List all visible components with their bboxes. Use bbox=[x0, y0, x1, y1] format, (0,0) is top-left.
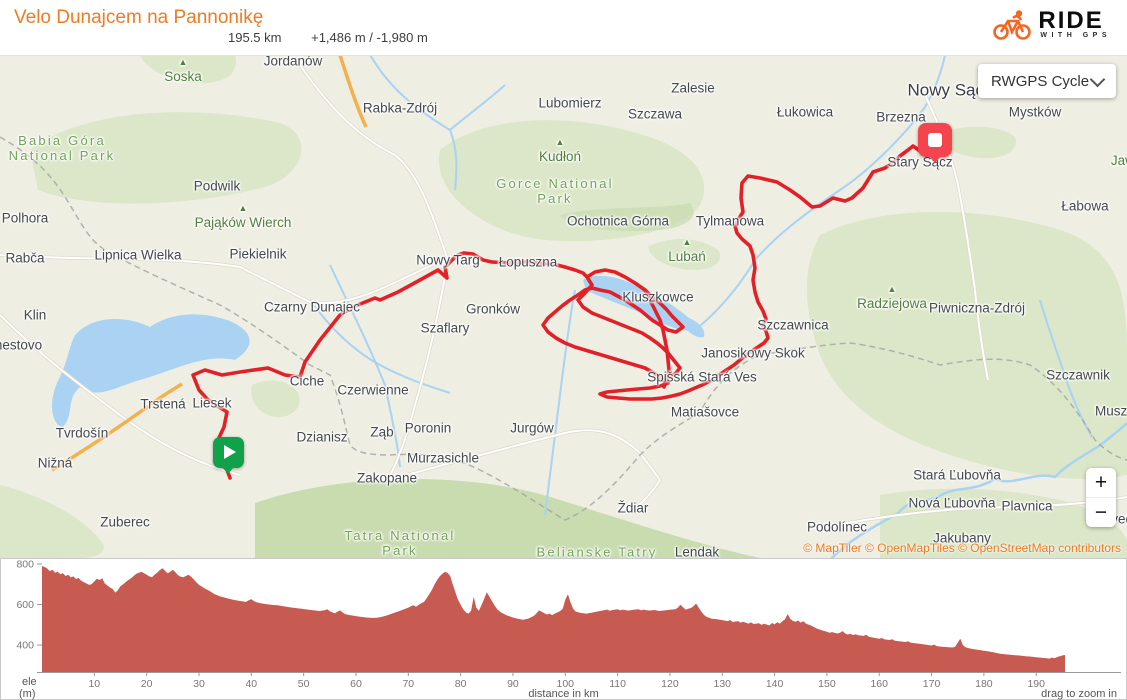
x-axis-title: distance in km bbox=[528, 688, 599, 700]
route-path-2 bbox=[576, 275, 682, 383]
route-start-marker bbox=[213, 437, 244, 474]
x-tick-70: 70 bbox=[402, 678, 414, 690]
route-header: Velo Dunajcem na Pannonikę 195.5 km +1,4… bbox=[0, 0, 1127, 56]
x-tick-100: 100 bbox=[557, 678, 575, 690]
logo-brand: RIDE bbox=[1038, 7, 1104, 34]
route-end-marker bbox=[918, 123, 952, 163]
route-path-3 bbox=[643, 288, 671, 389]
x-tick-110: 110 bbox=[609, 678, 626, 690]
x-tick-140: 140 bbox=[766, 678, 784, 690]
route-elevation-gain-loss: +1,486 m / -1,980 m bbox=[311, 30, 428, 45]
zoom-out-button[interactable]: − bbox=[1086, 498, 1116, 527]
x-tick-60: 60 bbox=[350, 678, 362, 690]
x-tick-120: 120 bbox=[661, 678, 679, 690]
ride-with-gps-logo[interactable]: RIDE WITH GPS bbox=[992, 9, 1111, 46]
x-tick-30: 30 bbox=[193, 678, 205, 690]
x-tick-10: 10 bbox=[88, 678, 100, 690]
map-style-value: RWGPS Cycle bbox=[991, 72, 1090, 90]
route-overlay bbox=[191, 138, 935, 480]
x-tick-40: 40 bbox=[245, 678, 257, 690]
logo-text: RIDE WITH GPS bbox=[1038, 7, 1111, 40]
y-axis-title-line2: (m) bbox=[19, 688, 36, 700]
x-tick-150: 150 bbox=[818, 678, 836, 690]
route-path-1 bbox=[191, 138, 935, 480]
x-tick-90: 90 bbox=[507, 678, 519, 690]
map-style-selector[interactable]: RWGPS Cycle bbox=[978, 64, 1116, 98]
map-canvas[interactable]: ▲ Soska Jordanów Rabka-Zdrój Lubomierz Zalesi… bbox=[0, 55, 1127, 558]
chevron-down-icon bbox=[1089, 71, 1106, 87]
drag-to-zoom-hint: drag to zoom in bbox=[1041, 688, 1117, 700]
play-icon bbox=[224, 445, 236, 459]
y-tick-400: 400 bbox=[16, 640, 34, 652]
zoom-controls: + − bbox=[1086, 468, 1116, 527]
x-tick-190: 190 bbox=[1027, 678, 1045, 690]
elevation-area bbox=[42, 566, 1065, 672]
x-tick-170: 170 bbox=[923, 678, 941, 690]
elevation-chart[interactable]: 10 20 30 40 50 60 70 80 90 100 110 120 130 140 150 160 1… bbox=[1, 559, 1126, 699]
x-tick-160: 160 bbox=[870, 678, 888, 690]
y-tick-600: 600 bbox=[16, 599, 34, 611]
y-axis-title-line1: ele bbox=[22, 676, 37, 688]
x-tick-130: 130 bbox=[713, 678, 731, 690]
logo-sub: WITH GPS bbox=[1040, 32, 1111, 39]
x-tick-50: 50 bbox=[298, 678, 310, 690]
route-stats: 195.5 km +1,486 m / -1,980 m bbox=[228, 30, 454, 45]
stop-icon bbox=[928, 133, 942, 147]
x-tick-180: 180 bbox=[975, 678, 993, 690]
map-attribution[interactable]: © MapTiler © OpenMapTiles © OpenStreetMa… bbox=[803, 541, 1121, 555]
cyclist-icon bbox=[992, 9, 1032, 46]
route-distance: 195.5 km bbox=[228, 30, 282, 45]
x-tick-80: 80 bbox=[455, 678, 467, 690]
y-tick-800: 800 bbox=[16, 559, 34, 571]
x-tick-20: 20 bbox=[141, 678, 153, 690]
zoom-in-button[interactable]: + bbox=[1086, 468, 1116, 498]
route-title: Velo Dunajcem na Pannonikę bbox=[14, 7, 264, 28]
elevation-panel: 10 20 30 40 50 60 70 80 90 100 110 120 130 140 150 160 1… bbox=[0, 558, 1127, 700]
